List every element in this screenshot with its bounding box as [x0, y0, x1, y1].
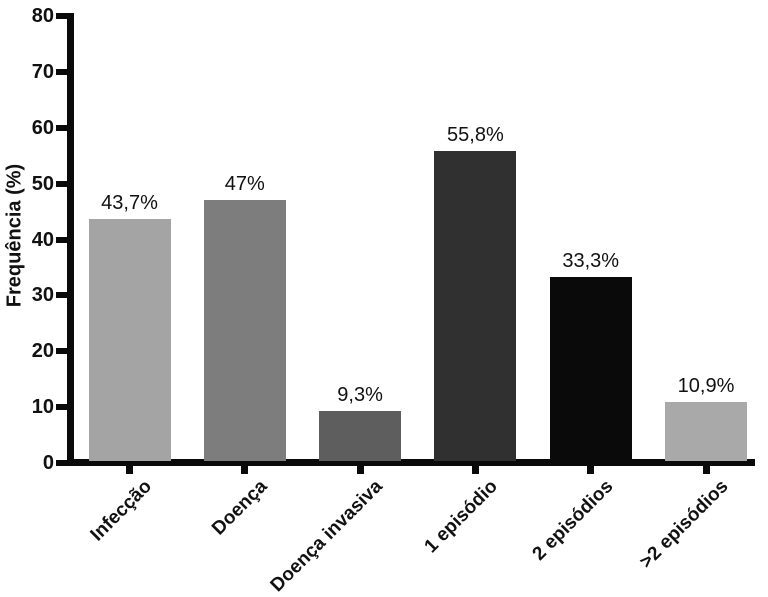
bar	[434, 151, 517, 461]
bar	[319, 411, 402, 461]
y-tick-mark	[56, 460, 68, 466]
x-category-label: Infecção	[86, 476, 157, 546]
bar-value-label: 47%	[224, 173, 265, 196]
bar-value-label: 33,3%	[562, 249, 620, 272]
y-tick-mark	[56, 180, 68, 187]
bar	[549, 276, 632, 461]
y-tick-mark	[56, 13, 68, 19]
x-category-label: 1 episódio	[420, 476, 503, 558]
x-tick-mark	[587, 464, 595, 474]
bar	[665, 402, 747, 461]
x-category-label: Doença	[208, 476, 272, 540]
y-tick-label: 0	[42, 452, 54, 474]
y-tick-label: 20	[31, 340, 54, 363]
y-tick-label: 10	[31, 396, 54, 419]
x-tick-mark	[702, 464, 710, 474]
x-category-label: >2 episódios	[636, 476, 733, 573]
x-category-label: 2 episódios	[528, 476, 618, 565]
y-tick-mark	[56, 404, 68, 411]
y-tick-label: 50	[31, 172, 54, 195]
x-tick-mark	[241, 464, 249, 474]
bar-value-label: 55,8%	[447, 124, 504, 147]
y-tick-mark	[56, 292, 68, 299]
y-tick-label: 70	[31, 60, 54, 83]
x-axis-line	[67, 459, 755, 466]
y-tick-label: 80	[31, 5, 54, 27]
x-tick-mark	[356, 464, 364, 474]
bar-value-label: 43,7%	[101, 191, 158, 214]
bar-value-label: 10,9%	[677, 375, 735, 398]
y-tick-mark	[56, 124, 68, 131]
y-tick-mark	[56, 68, 68, 75]
x-category-label: Doença invasiva	[266, 476, 387, 597]
bar	[203, 200, 286, 461]
bar-value-label: 9,3%	[337, 384, 383, 407]
y-tick-mark	[56, 236, 68, 243]
y-axis-line	[67, 13, 74, 466]
y-tick-mark	[56, 348, 68, 355]
x-tick-mark	[471, 464, 479, 474]
bar	[88, 218, 171, 461]
y-tick-label: 60	[31, 116, 54, 139]
y-tick-label: 40	[31, 228, 54, 251]
x-tick-mark	[126, 464, 133, 474]
y-tick-label: 30	[31, 284, 54, 307]
